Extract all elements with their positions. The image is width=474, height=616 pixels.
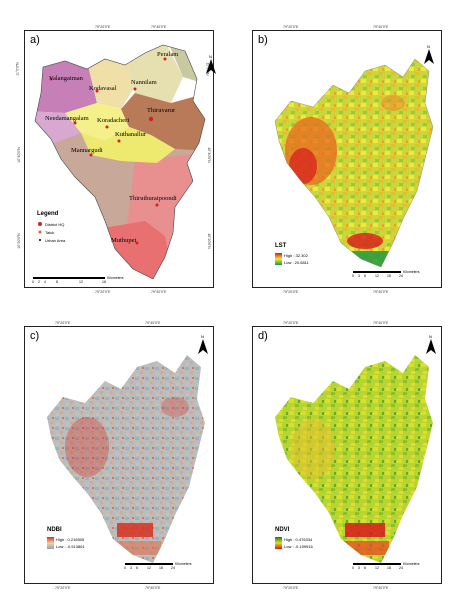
scalebar-c: 0 3 6 12 18 24 Kilometers <box>124 562 192 570</box>
town-kuthanallur: Kuthanallur <box>115 131 147 138</box>
taluk-map-svg <box>34 44 206 280</box>
taluk-kodavasal-area <box>87 51 135 109</box>
scalebar-a: 0 2 4 8 12 16 Kilometers <box>32 276 124 284</box>
ndbi-map-svg <box>47 355 205 563</box>
legend-b-title: LST <box>275 243 287 249</box>
tick-a-bottom-2: 79°40'0"E <box>151 290 167 294</box>
tick-c-top-2: 79°40'0"E <box>145 321 161 325</box>
lst-map-svg <box>274 58 434 268</box>
tick-a-right-3: 10°20'0"N <box>206 233 211 249</box>
tick-d-top-2: 79°40'0"E <box>373 321 389 325</box>
town-mannargudi: Mannargudi <box>71 147 103 154</box>
town-thiruthuraipoondi: Thiruthuraipoondi <box>129 195 177 202</box>
scalebar-d: 0 3 6 12 18 24 Kilometers <box>352 562 420 570</box>
tick-d-bottom-1: 79°20'0"E <box>283 586 299 590</box>
tick-a-top-2: 79°40'0"E <box>151 25 167 29</box>
legend-b-ramp <box>275 253 282 265</box>
legend-b-low: Low : 20.6811 <box>284 260 309 265</box>
legend-a-item-2: Taluk <box>45 230 55 235</box>
tick-a-bottom-1: 79°20'0"E <box>95 290 111 294</box>
legend-a-item-3: Urban Area <box>45 238 66 243</box>
legend-c-high: High : 0.216505 <box>56 537 85 542</box>
town-peralam: Peralam <box>157 51 179 58</box>
panel-d-ndvi-map: d) 79°20'0"E 79°40'0"E 79°20'0"E 79°40'0… <box>252 321 442 590</box>
panel-a-label: a) <box>30 34 40 46</box>
north-arrow-d: N <box>425 334 437 355</box>
legend-d-ramp <box>275 537 282 549</box>
panel-b-lst-map: b) 79°20'0"E 79°40'0"E 79°20'0"E 79°40'0… <box>252 25 442 294</box>
north-arrow-b: N <box>423 44 435 65</box>
tick-c-bottom-1: 79°20'0"E <box>55 586 71 590</box>
tick-c-top-1: 79°20'0"E <box>55 321 71 325</box>
town-markers <box>49 57 167 245</box>
north-arrow-c: N <box>197 334 209 355</box>
legend-d-low: Low : -0.159916 <box>284 544 313 549</box>
legend-d-title: NDVI <box>275 527 290 533</box>
panel-c-ndbi-map: c) 79°20'0"E 79°40'0"E 79°20'0"E 79°40'0… <box>24 321 214 590</box>
ndvi-map-svg <box>275 355 433 563</box>
town-nannilam: Nannilam <box>131 79 157 86</box>
town-muthupet: Muthupet <box>111 237 137 244</box>
town-kodavasal: Kodavasal <box>89 85 117 92</box>
tick-b-bottom-1: 79°20'0"E <box>283 290 299 294</box>
panel-a-taluk-map: a) 79°20'0"E 79°40'0"E 79°20'0"E 79°40'0… <box>16 25 217 294</box>
panel-d-label: d) <box>258 330 268 342</box>
taluk-koradacheri-area <box>65 103 129 141</box>
town-valangaiman: Valangaiman <box>49 75 83 82</box>
legend-a-symbols <box>38 222 42 241</box>
tick-a-left-2: 10°40'0"N <box>16 147 21 163</box>
taluk-valangaiman-area <box>35 51 97 113</box>
tick-b-top-2: 79°40'0"E <box>373 25 389 29</box>
tick-a-left-3: 10°20'0"N <box>16 233 21 249</box>
panel-b-label: b) <box>258 34 268 46</box>
town-thiruvarur: Thiruvarur <box>147 107 176 114</box>
town-needamangalam: Needamangalam <box>45 115 89 122</box>
district-boundary <box>34 44 206 280</box>
legend-c-ramp <box>47 537 54 549</box>
tick-b-top-1: 79°20'0"E <box>283 25 299 29</box>
taluk-kuthanallur-area <box>81 127 175 163</box>
tick-a-left-1: 11°0'0"N <box>15 62 20 76</box>
legend-b-high: High : 32.302 <box>284 253 308 258</box>
legend-c-low: Low : -0.513861 <box>56 544 85 549</box>
tick-b-bottom-2: 79°40'0"E <box>373 290 389 294</box>
tick-a-right-2: 10°40'0"N <box>206 147 211 163</box>
tick-a-top-1: 79°20'0"E <box>95 25 111 29</box>
tick-d-bottom-2: 79°40'0"E <box>373 586 389 590</box>
panel-c-label: c) <box>30 330 40 342</box>
legend-a-item-1: District HQ <box>45 222 65 227</box>
north-arrow-a: N <box>205 54 217 75</box>
tick-c-bottom-2: 79°40'0"E <box>145 586 161 590</box>
taluk-thiruvarur-area <box>121 91 205 151</box>
legend-d-high: High : 0.476334 <box>284 537 313 542</box>
scalebar-b: 0 3 6 12 18 24 Kilometers <box>352 270 420 278</box>
legend-c-title: NDBI <box>47 527 62 533</box>
town-koradacheri: Koradacheri <box>97 117 130 124</box>
tick-d-top-1: 79°20'0"E <box>283 321 299 325</box>
